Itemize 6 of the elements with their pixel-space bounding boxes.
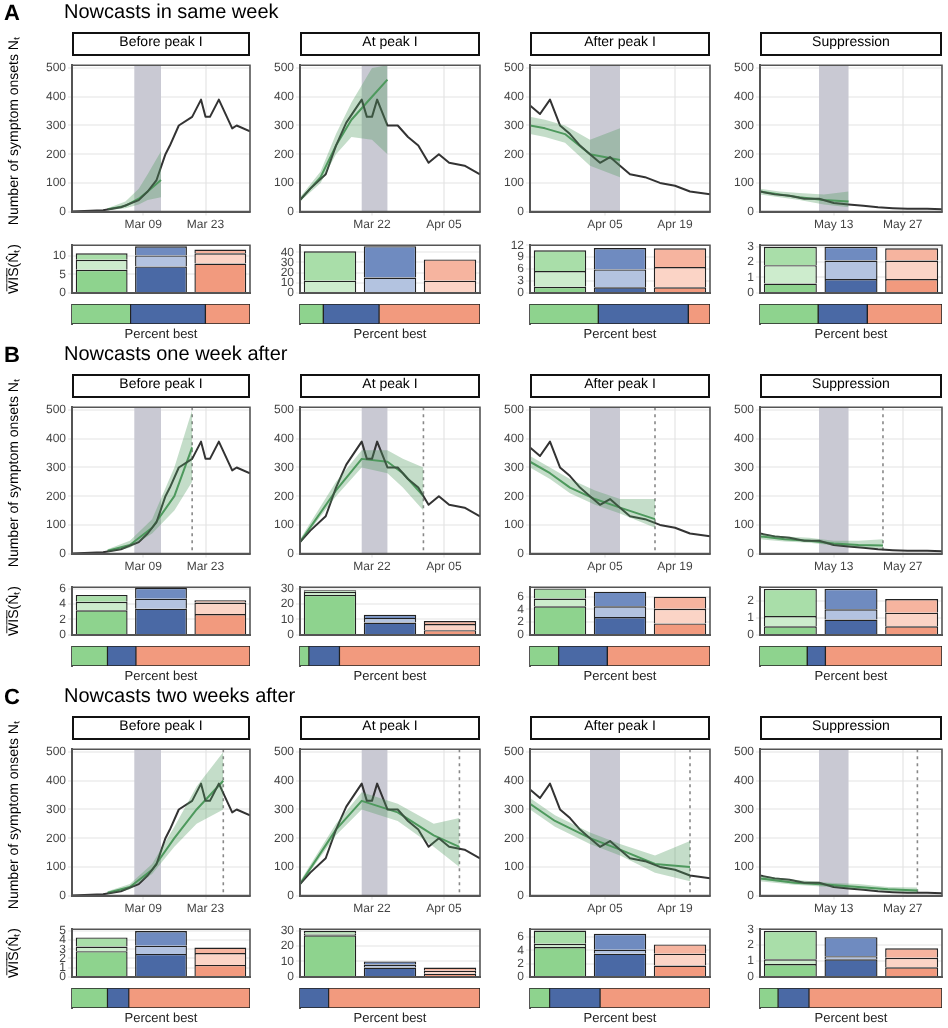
text: A xyxy=(4,2,20,26)
chart-subtitle: Nowcasts two weeks after xyxy=(64,686,296,708)
text: B xyxy=(4,344,20,368)
chart-subtitle: Nowcasts one week after xyxy=(64,344,288,366)
chart-subtitle: Nowcasts in same week xyxy=(64,2,279,24)
text: C xyxy=(4,686,20,710)
